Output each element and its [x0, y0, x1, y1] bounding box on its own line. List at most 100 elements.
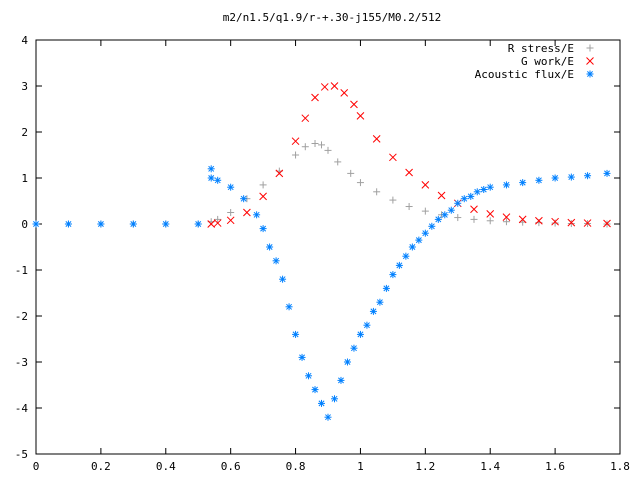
data-point: [603, 169, 611, 177]
data-point: [272, 257, 280, 265]
y-tick-label: -3: [15, 356, 28, 369]
data-point: [395, 261, 403, 269]
y-tick-label: 3: [21, 80, 28, 93]
data-point: [259, 225, 267, 233]
data-point: [467, 192, 475, 200]
data-point: [324, 146, 332, 154]
data-point: [415, 236, 423, 244]
x-tick-label: 1: [357, 460, 364, 473]
data-point: [369, 307, 377, 315]
data-point: [584, 172, 592, 180]
data-point: [372, 135, 381, 143]
data-point: [535, 176, 543, 184]
x-tick-label: 0.2: [91, 460, 111, 473]
data-point: [337, 376, 345, 384]
data-point: [454, 199, 462, 207]
x-tick-label: 1.4: [480, 460, 500, 473]
data-point: [162, 220, 170, 228]
data-point: [311, 386, 319, 394]
data-point: [447, 206, 455, 214]
plot-frame: [35, 39, 621, 455]
data-point: [194, 220, 202, 228]
data-point: [226, 216, 235, 225]
data-point: [292, 330, 300, 338]
data-point: [363, 321, 371, 329]
data-point: [551, 219, 559, 227]
data-point: [240, 195, 248, 203]
legend-label: R stress/E: [508, 42, 574, 55]
y-tick-label: 0: [21, 218, 28, 231]
data-point: [460, 195, 468, 203]
y-tick-label: -1: [15, 264, 28, 277]
data-point: [243, 208, 251, 217]
axis-ticks: [35, 39, 621, 455]
data-points: [32, 82, 611, 421]
data-point: [301, 114, 310, 123]
data-point: [502, 181, 510, 189]
data-point: [275, 169, 284, 178]
data-point: [227, 183, 235, 191]
data-point: [408, 243, 416, 251]
data-point: [567, 173, 575, 181]
data-point: [350, 100, 358, 109]
data-point: [340, 89, 349, 97]
y-tick-label: -2: [15, 310, 28, 323]
data-point: [285, 303, 293, 311]
legend-label: Acoustic flux/E: [475, 68, 574, 81]
data-point: [64, 220, 72, 228]
y-tick-label: -4: [15, 402, 29, 415]
data-point: [207, 220, 216, 228]
data-point: [470, 215, 478, 223]
legend-marker: [586, 70, 594, 78]
data-point: [320, 83, 329, 91]
data-point: [259, 181, 267, 189]
data-point: [389, 271, 397, 279]
data-point: [214, 176, 222, 184]
data-point: [405, 168, 413, 177]
data-point: [350, 344, 358, 352]
x-tick-label: 1.6: [545, 460, 565, 473]
data-point: [421, 207, 429, 215]
data-point: [376, 298, 384, 306]
data-point: [518, 215, 527, 224]
data-point: [330, 82, 339, 90]
data-point: [129, 220, 137, 228]
data-point: [301, 143, 309, 151]
data-point: [330, 395, 338, 403]
data-point: [470, 205, 478, 214]
data-point: [318, 141, 326, 149]
data-point: [486, 217, 494, 225]
data-point: [428, 222, 436, 230]
data-point: [486, 210, 495, 218]
data-point: [227, 209, 235, 216]
y-tick-label: 2: [21, 126, 28, 139]
data-point: [311, 93, 319, 102]
data-point: [519, 179, 527, 187]
legend-marker: [586, 57, 594, 65]
data-point: [318, 399, 326, 407]
data-point: [292, 151, 300, 159]
axis-tick-labels: 0 0.2 0.4 0.6 0.8 1 1.2 1.4 1.6 1.8 4 3 2 1 0 -1 -2 -3 -4 -…: [15, 34, 630, 473]
data-point: [535, 216, 543, 225]
data-point: [603, 219, 611, 228]
data-point: [486, 183, 494, 191]
data-point: [207, 165, 215, 173]
y-tick-label: 4: [21, 34, 28, 47]
data-point: [305, 372, 313, 380]
data-point: [343, 358, 351, 366]
data-point: [421, 229, 429, 237]
data-point: [567, 220, 575, 228]
data-point: [291, 137, 300, 146]
data-point: [583, 219, 592, 227]
x-tick-label: 1.2: [415, 460, 435, 473]
data-point: [405, 203, 413, 211]
x-tick-label: 0.8: [286, 460, 306, 473]
data-point: [334, 158, 342, 166]
x-tick-label: 0: [33, 460, 40, 473]
data-point: [32, 220, 40, 228]
data-point: [434, 215, 442, 223]
data-point: [213, 219, 222, 227]
data-point: [389, 153, 397, 162]
